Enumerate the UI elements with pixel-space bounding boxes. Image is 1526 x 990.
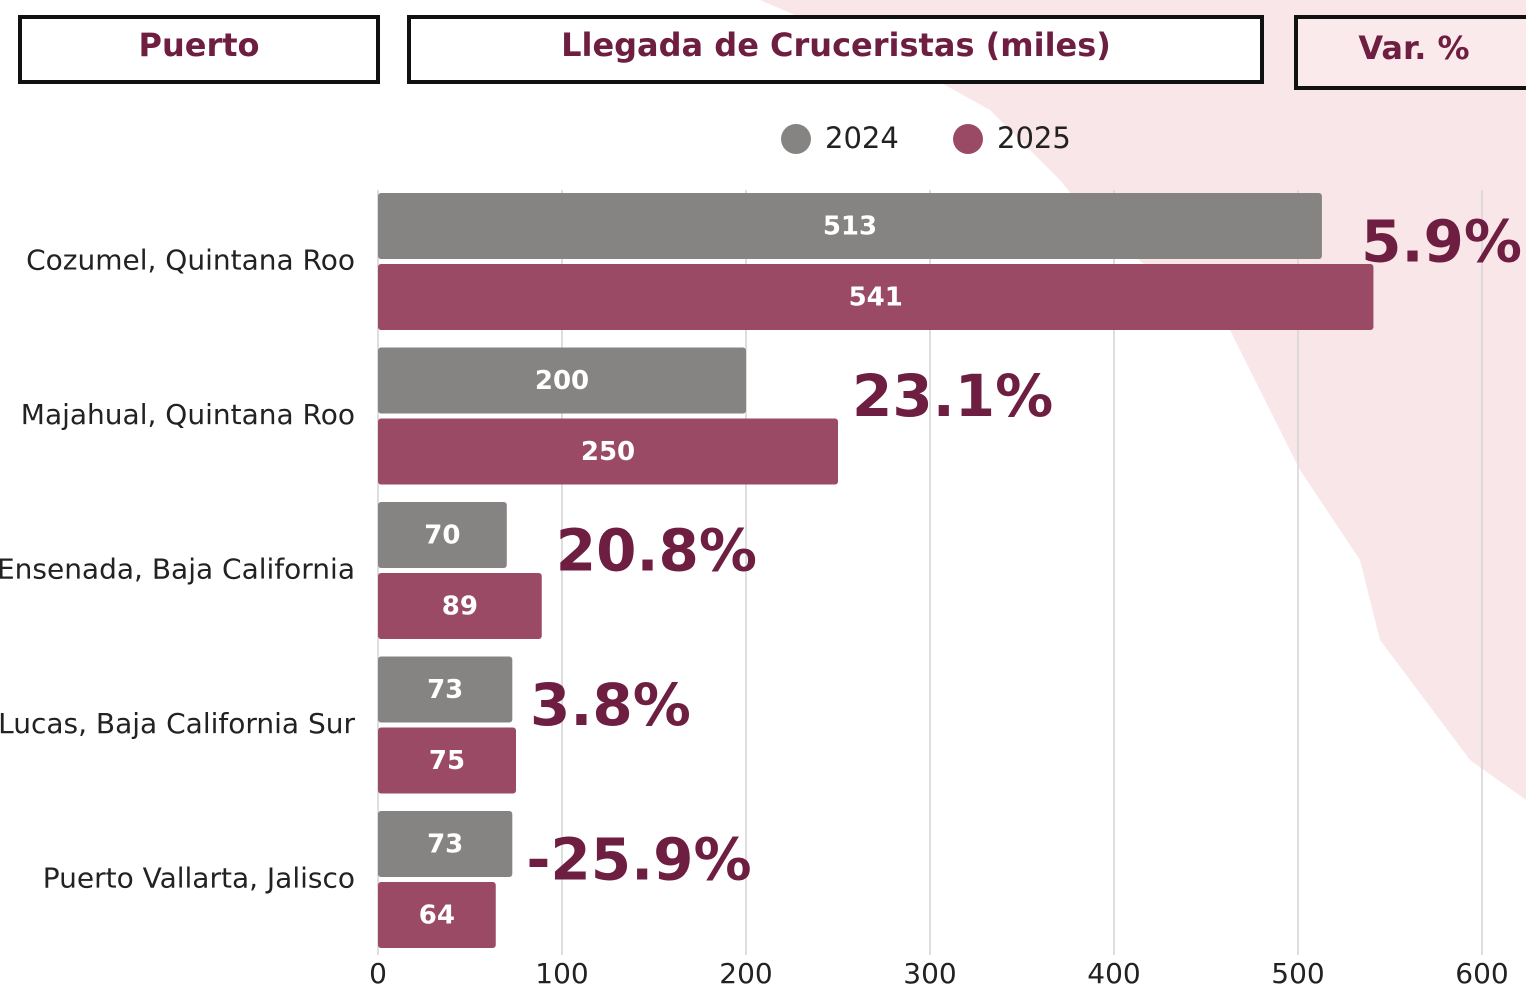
bar	[378, 656, 513, 723]
legend-label: 2024	[825, 121, 899, 155]
y-tick-label: Majahual, Quintana Roo	[21, 398, 355, 431]
bar	[378, 727, 516, 794]
bar-value-label: 73	[427, 675, 463, 705]
x-tick-label: 400	[1087, 957, 1140, 990]
header-text: Puerto	[139, 26, 260, 64]
y-tick-label: Ensenada, Baja California	[0, 553, 355, 586]
x-tick-label: 0	[369, 957, 387, 990]
legend-swatch	[781, 124, 811, 154]
legend-swatch	[953, 124, 983, 154]
x-tick-label: 300	[903, 957, 956, 990]
bar	[378, 418, 838, 485]
variation-annotation: -25.9%	[526, 826, 751, 894]
bar-value-label: 250	[581, 437, 635, 467]
bar	[378, 264, 1374, 330]
header-text: Var. %	[1358, 29, 1469, 67]
bar-value-label: 541	[849, 283, 903, 313]
y-tick-label: Lucas, Baja California Sur	[0, 707, 355, 740]
header-box	[18, 15, 380, 84]
bar-value-label: 73	[427, 830, 463, 860]
bar-value-label: 75	[429, 746, 465, 776]
x-tick-label: 100	[535, 957, 588, 990]
bar-value-label: 89	[442, 592, 478, 622]
map-background	[760, 0, 1526, 800]
bar	[378, 347, 746, 414]
header-box	[1294, 15, 1526, 90]
bar	[378, 502, 507, 568]
bar-value-label: 70	[424, 521, 460, 551]
bar-value-label: 513	[823, 212, 877, 242]
variation-annotation: 5.9%	[1361, 208, 1522, 276]
legend-label: 2025	[997, 121, 1071, 155]
x-tick-label: 600	[1455, 957, 1508, 990]
bar	[378, 573, 542, 639]
bar-value-label: 200	[535, 366, 589, 396]
bar	[378, 193, 1322, 259]
bar	[378, 811, 513, 877]
bar-value-label: 64	[419, 901, 455, 931]
y-tick-label: Puerto Vallarta, Jalisco	[43, 862, 355, 895]
y-tick-label: Cozumel, Quintana Roo	[26, 244, 355, 277]
bar	[378, 882, 496, 948]
x-tick-label: 200	[719, 957, 772, 990]
variation-annotation: 20.8%	[556, 517, 757, 585]
header-text: Llegada de Cruceristas (miles)	[561, 26, 1111, 64]
header-box	[407, 15, 1264, 84]
x-tick-label: 500	[1271, 957, 1324, 990]
variation-annotation: 3.8%	[530, 671, 691, 739]
variation-annotation: 23.1%	[852, 362, 1053, 430]
